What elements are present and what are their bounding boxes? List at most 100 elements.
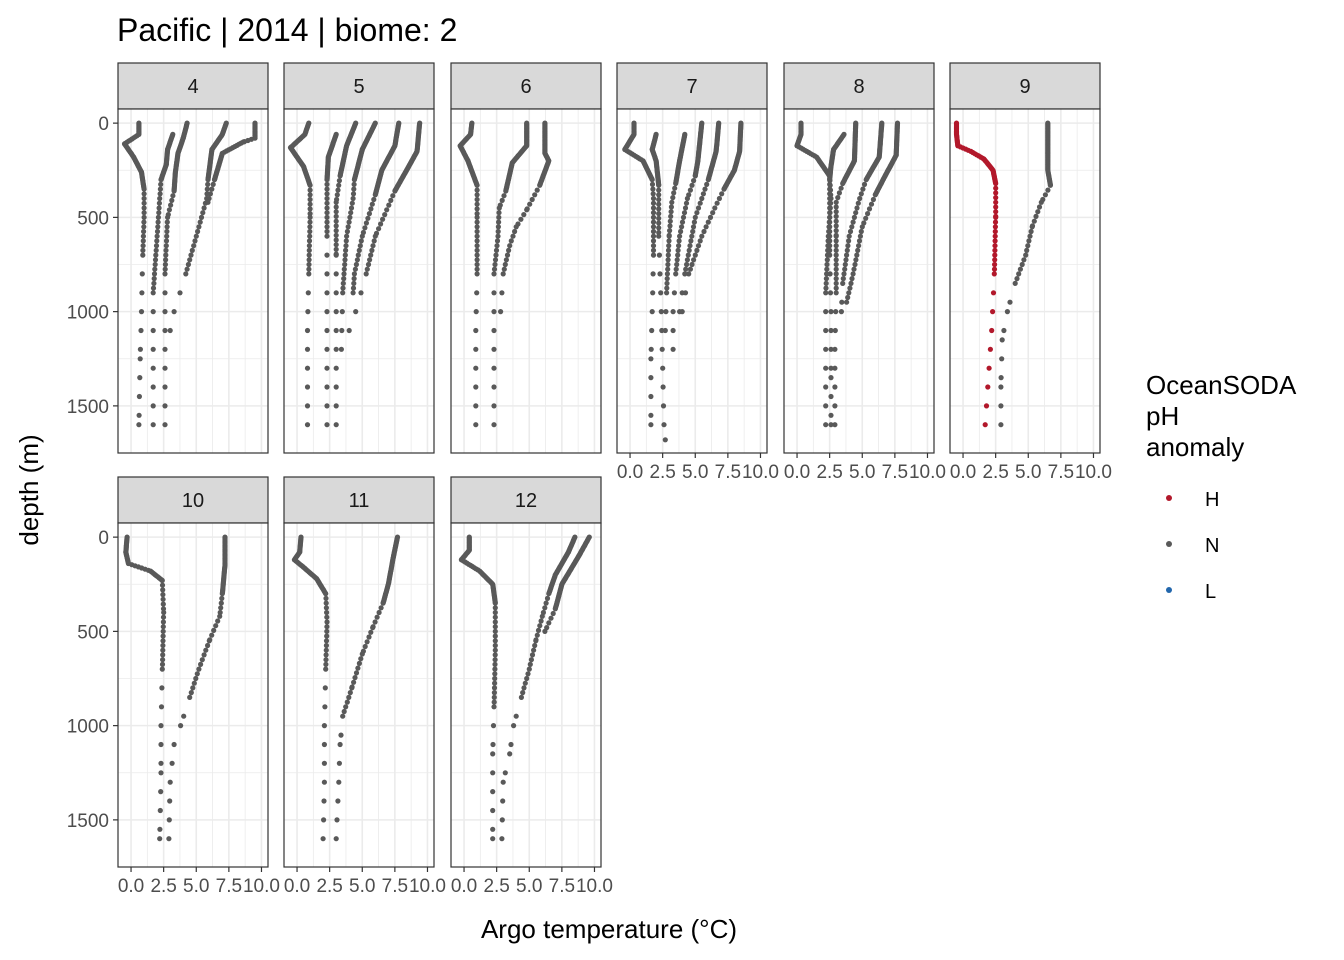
data-point-N bbox=[649, 181, 656, 187]
data-point-N bbox=[159, 582, 166, 588]
data-point-N bbox=[307, 219, 313, 225]
data-point-N bbox=[351, 276, 357, 282]
data-point-N bbox=[824, 257, 830, 263]
data-point-N bbox=[158, 789, 164, 795]
data-point-N bbox=[667, 223, 673, 229]
data-point-N bbox=[524, 207, 530, 213]
data-point-N bbox=[833, 238, 839, 244]
data-point-N bbox=[140, 233, 146, 239]
data-point-N bbox=[307, 224, 313, 230]
data-point-N bbox=[188, 252, 194, 258]
data-point-N bbox=[534, 632, 540, 638]
data-point-N bbox=[158, 704, 165, 710]
data-point-N bbox=[491, 327, 497, 334]
data-point-N bbox=[824, 266, 830, 272]
data-point-N bbox=[823, 276, 830, 282]
panel-background bbox=[118, 523, 268, 867]
data-point-N bbox=[492, 600, 498, 606]
data-point-H bbox=[993, 199, 999, 205]
data-point-N bbox=[335, 187, 341, 193]
data-point-N bbox=[1047, 182, 1053, 188]
data-point-N bbox=[841, 271, 847, 277]
data-point-N bbox=[691, 257, 697, 263]
data-point-N bbox=[500, 779, 506, 785]
data-point-N bbox=[827, 224, 833, 230]
data-point-N bbox=[650, 224, 657, 230]
data-point-N bbox=[842, 266, 848, 272]
data-point-N bbox=[491, 422, 497, 428]
data-point-N bbox=[160, 587, 166, 593]
data-point-N bbox=[849, 276, 855, 282]
data-point-N bbox=[371, 238, 377, 244]
data-point-N bbox=[832, 346, 838, 352]
data-point-N bbox=[856, 238, 863, 244]
data-point-N bbox=[552, 606, 558, 612]
data-point-N bbox=[692, 173, 698, 179]
data-point-N bbox=[1042, 192, 1048, 198]
data-point-N bbox=[333, 384, 339, 390]
data-point-N bbox=[307, 233, 313, 239]
data-point-N bbox=[321, 741, 327, 748]
data-point-N bbox=[336, 779, 342, 785]
data-point-N bbox=[160, 657, 166, 663]
data-point-N bbox=[342, 261, 348, 268]
data-point-N bbox=[546, 591, 552, 597]
data-point-N bbox=[833, 218, 839, 224]
data-point-N bbox=[336, 182, 342, 188]
panel-border bbox=[450, 108, 602, 454]
data-point-N bbox=[661, 422, 667, 428]
data-point-N bbox=[368, 629, 374, 635]
data-point-N bbox=[827, 252, 833, 258]
data-point-N bbox=[855, 247, 861, 253]
data-point-N bbox=[548, 615, 554, 621]
data-point-N bbox=[167, 327, 173, 334]
data-point-N bbox=[1021, 257, 1027, 263]
data-point-N bbox=[380, 216, 386, 222]
data-point-N bbox=[160, 596, 166, 602]
data-point-N bbox=[323, 666, 329, 672]
data-point-N bbox=[474, 187, 480, 193]
data-point-N bbox=[345, 224, 351, 230]
data-point-N bbox=[324, 210, 330, 216]
data-point-N bbox=[210, 181, 216, 187]
data-point-N bbox=[1026, 238, 1032, 244]
data-point-N bbox=[351, 186, 357, 192]
x-tick-label: 5.0 bbox=[516, 876, 542, 897]
data-point-N bbox=[205, 642, 211, 649]
data-point-N bbox=[333, 218, 339, 224]
facet-panel-7: 7 0.0 2.5 5.0 7.5 10.0 bbox=[616, 62, 779, 483]
data-point-N bbox=[491, 403, 497, 409]
data-point-N bbox=[474, 196, 480, 203]
data-point-N bbox=[677, 233, 683, 239]
data-point-N bbox=[305, 290, 311, 296]
data-point-N bbox=[154, 233, 160, 239]
data-point-N bbox=[833, 285, 839, 291]
data-point-N bbox=[324, 252, 330, 258]
data-point-N bbox=[660, 403, 667, 409]
data-point-N bbox=[833, 199, 839, 205]
data-point-N bbox=[678, 228, 684, 235]
data-point-N bbox=[827, 233, 833, 239]
data-point-N bbox=[324, 422, 330, 428]
data-point-N bbox=[140, 247, 146, 253]
data-point-N bbox=[324, 614, 330, 620]
data-point-N bbox=[665, 252, 671, 258]
data-point-H bbox=[993, 185, 999, 191]
data-point-N bbox=[657, 271, 663, 277]
data-point-N bbox=[705, 177, 711, 183]
data-point-N bbox=[827, 186, 833, 192]
data-point-H bbox=[992, 224, 999, 230]
data-point-N bbox=[306, 257, 312, 263]
data-point-N bbox=[333, 309, 339, 315]
data-point-N bbox=[206, 638, 212, 644]
panel-border bbox=[117, 108, 269, 454]
data-point-N bbox=[493, 252, 499, 258]
data-point-N bbox=[656, 252, 663, 258]
data-point-N bbox=[839, 299, 845, 305]
data-point-N bbox=[542, 628, 548, 635]
data-point-N bbox=[1019, 261, 1025, 268]
data-point-N bbox=[194, 671, 200, 677]
data-point-N bbox=[704, 181, 710, 187]
data-point-N bbox=[333, 213, 339, 219]
data-point-N bbox=[676, 238, 682, 244]
